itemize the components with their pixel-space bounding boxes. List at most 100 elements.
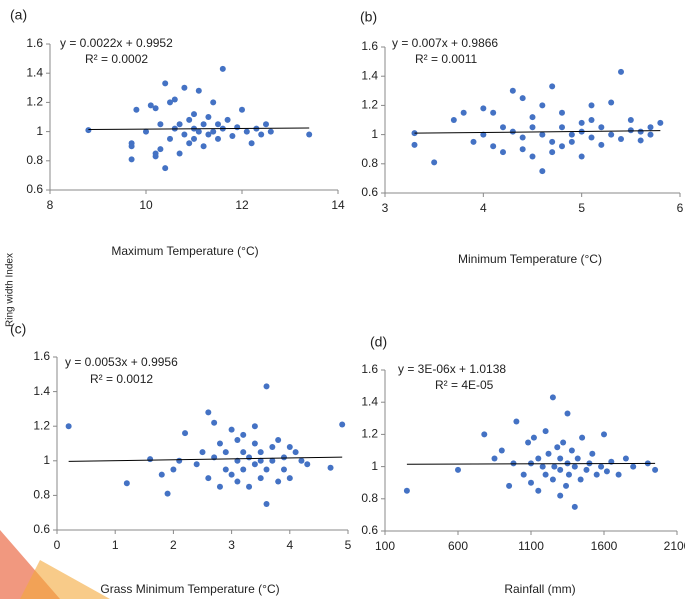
- point: [565, 410, 571, 416]
- point: [583, 467, 589, 473]
- point: [404, 488, 410, 494]
- point: [500, 124, 506, 130]
- page: Ring width Index (a)y = 0.0022x + 0.9952…: [0, 0, 685, 599]
- panel-label: (b): [360, 9, 377, 25]
- point: [244, 129, 250, 135]
- point: [162, 80, 168, 86]
- point: [157, 146, 163, 152]
- y-tick-label: 0.8: [361, 156, 378, 170]
- point: [172, 96, 178, 102]
- point: [575, 456, 581, 462]
- x-axis-label: Rainfall (mm): [504, 582, 575, 596]
- x-tick-label: 2: [170, 538, 177, 552]
- point: [181, 132, 187, 138]
- x-tick-label: 2100: [664, 539, 685, 553]
- point: [217, 441, 223, 447]
- point: [543, 428, 549, 434]
- background: [0, 0, 685, 599]
- point: [129, 156, 135, 162]
- point: [530, 124, 536, 130]
- point: [293, 449, 299, 455]
- x-tick-label: 6: [677, 201, 684, 215]
- figure: Ring width Index (a)y = 0.0022x + 0.9952…: [0, 0, 685, 599]
- x-tick-label: 1600: [591, 539, 618, 553]
- point: [205, 475, 211, 481]
- point: [215, 136, 221, 142]
- y-tick-label: 1.2: [361, 98, 378, 112]
- y-tick-label: 1.2: [33, 418, 50, 432]
- point: [147, 456, 153, 462]
- r-squared: R² = 0.0011: [415, 52, 477, 66]
- point: [543, 472, 549, 478]
- point: [194, 461, 200, 467]
- point: [616, 472, 622, 478]
- point: [520, 135, 526, 141]
- point: [431, 159, 437, 165]
- point: [566, 472, 572, 478]
- point: [569, 448, 575, 454]
- point: [540, 464, 546, 470]
- point: [569, 132, 575, 138]
- point: [618, 136, 624, 142]
- point: [258, 475, 264, 481]
- point: [657, 120, 663, 126]
- point: [201, 143, 207, 149]
- point: [630, 464, 636, 470]
- y-tick-label: 1.6: [26, 36, 43, 50]
- point: [165, 491, 171, 497]
- point: [579, 435, 585, 441]
- point: [594, 472, 600, 478]
- x-tick-label: 5: [345, 538, 352, 552]
- point: [258, 132, 264, 138]
- point: [240, 449, 246, 455]
- point: [589, 451, 595, 457]
- point: [153, 153, 159, 159]
- point: [461, 110, 467, 116]
- point: [513, 419, 519, 425]
- point: [264, 383, 270, 389]
- point: [539, 102, 545, 108]
- y-tick-label: 1.4: [33, 384, 50, 398]
- point: [281, 454, 287, 460]
- point: [275, 479, 281, 485]
- point: [239, 107, 245, 113]
- y-tick-label: 1: [371, 127, 378, 141]
- point: [608, 99, 614, 105]
- point: [557, 493, 563, 499]
- equation: y = 0.0022x + 0.9952: [60, 36, 173, 50]
- point: [268, 129, 274, 135]
- point: [535, 488, 541, 494]
- x-tick-label: 14: [331, 198, 345, 212]
- point: [520, 146, 526, 152]
- x-tick-label: 4: [480, 201, 487, 215]
- point: [249, 140, 255, 146]
- y-tick-label: 1.2: [26, 95, 43, 109]
- point: [506, 483, 512, 489]
- point: [339, 421, 345, 427]
- x-tick-label: 3: [382, 201, 389, 215]
- y-tick-label: 1.6: [361, 39, 378, 53]
- panel-label: (c): [10, 321, 26, 337]
- point: [234, 124, 240, 130]
- point: [572, 504, 578, 510]
- x-tick-label: 600: [448, 539, 468, 553]
- point: [628, 117, 634, 123]
- point: [298, 458, 304, 464]
- point: [281, 466, 287, 472]
- x-tick-label: 5: [578, 201, 585, 215]
- point: [217, 484, 223, 490]
- point: [304, 461, 310, 467]
- point: [560, 439, 566, 445]
- point: [510, 460, 516, 466]
- point: [648, 124, 654, 130]
- point: [530, 154, 536, 160]
- y-tick-label: 0.8: [361, 491, 378, 505]
- point: [539, 168, 545, 174]
- equation: y = 0.007x + 0.9866: [392, 36, 498, 50]
- r-squared: R² = 4E-05: [435, 378, 494, 392]
- point: [549, 83, 555, 89]
- point: [162, 165, 168, 171]
- point: [170, 466, 176, 472]
- x-tick-label: 100: [375, 539, 395, 553]
- y-tick-label: 0.6: [361, 185, 378, 199]
